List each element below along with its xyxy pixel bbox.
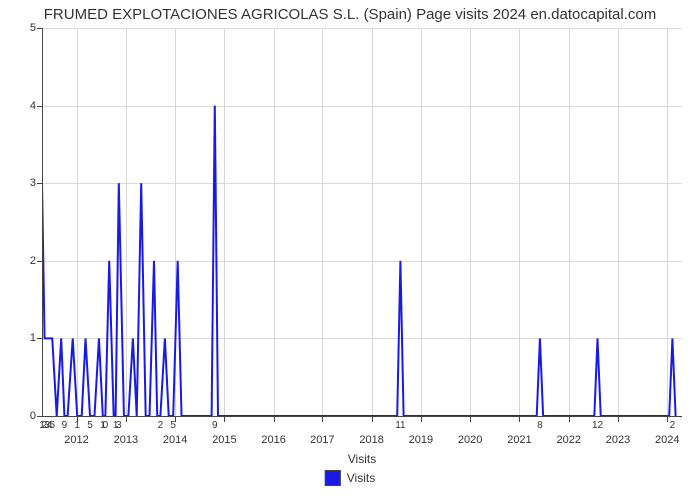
xminor-label: 12 bbox=[592, 420, 603, 431]
xminor-label: 9 bbox=[62, 420, 68, 431]
chart-title: FRUMED EXPLOTACIONES AGRICOLAS S.L. (Spa… bbox=[0, 0, 700, 23]
legend-label: Visits bbox=[347, 471, 375, 485]
legend-swatch-icon bbox=[325, 470, 341, 486]
xminor-label: 5 bbox=[49, 420, 55, 431]
xtick-label: 2015 bbox=[212, 434, 236, 446]
x-axis-label: Visits bbox=[348, 452, 376, 466]
x-axis-line bbox=[42, 416, 682, 417]
xtick-label: 2023 bbox=[606, 434, 630, 446]
visits-line-series bbox=[42, 28, 682, 416]
xtick-label: 2020 bbox=[458, 434, 482, 446]
xtick-label: 2024 bbox=[655, 434, 679, 446]
ytick-label: 1 bbox=[18, 332, 36, 344]
xtick-label: 2021 bbox=[507, 434, 531, 446]
xtick-label: 2018 bbox=[359, 434, 383, 446]
xtick-label: 2019 bbox=[409, 434, 433, 446]
xminor-label: 1 bbox=[74, 420, 80, 431]
xminor-label: 2 bbox=[670, 420, 676, 431]
xtick-label: 2017 bbox=[310, 434, 334, 446]
xtick-label: 2012 bbox=[64, 434, 88, 446]
ytick-label: 4 bbox=[18, 100, 36, 112]
xtick-label: 2014 bbox=[163, 434, 187, 446]
xtick-label: 2016 bbox=[261, 434, 285, 446]
xtick-label: 2022 bbox=[556, 434, 580, 446]
xminor-label: 9 bbox=[212, 420, 218, 431]
xminor-label: 5 bbox=[87, 420, 93, 431]
xminor-label: 5 bbox=[170, 420, 176, 431]
ytick-label: 0 bbox=[18, 410, 36, 422]
xminor-label: 11 bbox=[395, 420, 405, 431]
chart-legend: Visits bbox=[325, 470, 375, 486]
plot-area bbox=[42, 28, 682, 416]
ytick-label: 3 bbox=[18, 177, 36, 189]
ytick-label: 5 bbox=[18, 22, 36, 34]
y-axis-line bbox=[42, 28, 43, 416]
xtick-label: 2013 bbox=[114, 434, 138, 446]
xminor-label: 8 bbox=[537, 420, 543, 431]
ytick-label: 2 bbox=[18, 255, 36, 267]
xminor-label: 3 bbox=[116, 420, 122, 431]
xminor-label: 0 bbox=[103, 420, 109, 431]
visits-chart: FRUMED EXPLOTACIONES AGRICOLAS S.L. (Spa… bbox=[0, 0, 700, 500]
xminor-label: 2 bbox=[158, 420, 164, 431]
